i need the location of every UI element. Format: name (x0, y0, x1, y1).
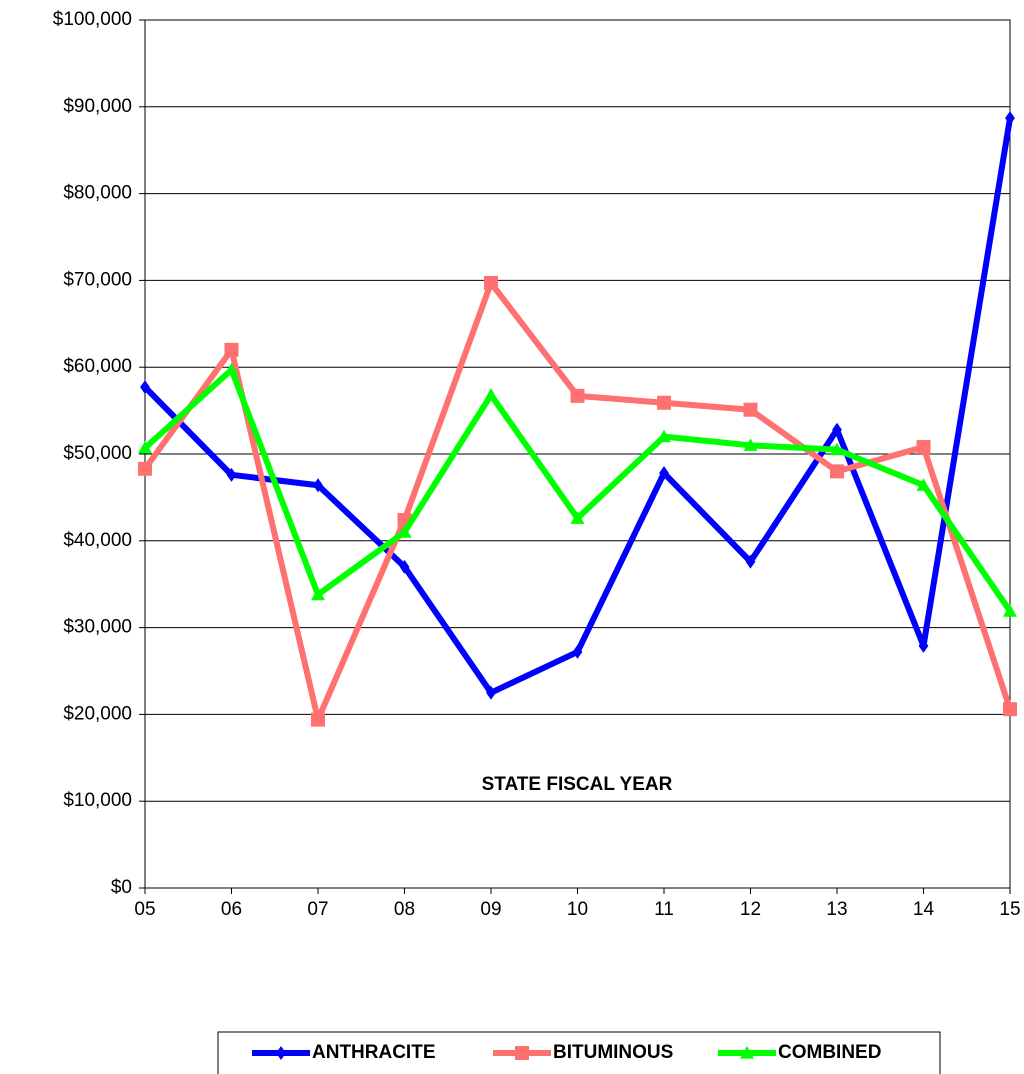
point-marker (916, 440, 931, 455)
y-tick-label: $10,000 (63, 790, 132, 811)
point-marker (657, 395, 671, 410)
point-marker (138, 461, 152, 476)
point-marker (832, 422, 842, 437)
point-marker (1003, 702, 1017, 717)
point-marker (138, 440, 152, 454)
y-tick-label: $30,000 (63, 617, 132, 638)
y-tick-label: $60,000 (63, 356, 132, 377)
point-marker (659, 466, 669, 481)
point-marker (397, 525, 412, 538)
point-marker (484, 387, 498, 401)
point-marker (1003, 604, 1017, 617)
point-marker (830, 442, 844, 456)
point-marker (140, 380, 150, 395)
series-line (142, 117, 1013, 696)
x-tick-label: 12 (740, 899, 761, 920)
point-marker (224, 362, 239, 376)
point-marker (486, 685, 496, 700)
point-marker (313, 478, 323, 493)
y-tick-label: $20,000 (63, 703, 132, 724)
legend-box (217, 1031, 941, 1074)
y-tick-label: $40,000 (63, 530, 132, 551)
point-marker (657, 429, 671, 443)
x-tick-label: 13 (826, 899, 847, 920)
point-marker (399, 559, 410, 574)
x-tick-label: 10 (567, 899, 588, 920)
series-line (142, 366, 1013, 613)
point-marker (830, 464, 844, 479)
point-marker (745, 554, 756, 569)
point-marker (484, 276, 498, 291)
point-marker (224, 342, 239, 357)
legend-marker (740, 1046, 754, 1059)
point-marker (572, 644, 583, 659)
x-tick-label: 11 (654, 899, 674, 920)
x-tick-label: 15 (999, 899, 1020, 920)
legend-label: BITUMINOUS (553, 1042, 673, 1063)
y-tick-label: $80,000 (63, 183, 132, 204)
point-marker (570, 388, 585, 403)
x-tick-label: 14 (913, 899, 935, 920)
legend-marker (515, 1046, 529, 1060)
legend-label: COMBINED (778, 1042, 881, 1063)
y-tick-label: $70,000 (63, 269, 132, 290)
point-marker (311, 587, 325, 601)
point-marker (570, 511, 585, 524)
x-tick-label: 07 (307, 899, 328, 920)
x-tick-label: 09 (480, 899, 501, 920)
y-tick-label: $50,000 (63, 443, 132, 464)
x-tick-label: 05 (134, 899, 155, 920)
legend-label: ANTHRACITE (312, 1042, 436, 1063)
point-marker (743, 438, 758, 451)
y-tick-label: $90,000 (63, 96, 132, 117)
point-marker (743, 402, 758, 417)
point-marker (1005, 111, 1015, 126)
point-marker (918, 638, 929, 653)
x-tick-label: 06 (221, 899, 242, 920)
point-marker (311, 712, 325, 727)
x-axis-title: STATE FISCAL YEAR (482, 774, 673, 795)
legend-marker (276, 1046, 286, 1060)
point-marker (916, 478, 931, 491)
y-tick-label: $100,000 (53, 9, 132, 30)
point-marker (226, 467, 237, 482)
x-tick-label: 08 (394, 899, 415, 920)
y-tick-label: $0 (111, 877, 132, 898)
